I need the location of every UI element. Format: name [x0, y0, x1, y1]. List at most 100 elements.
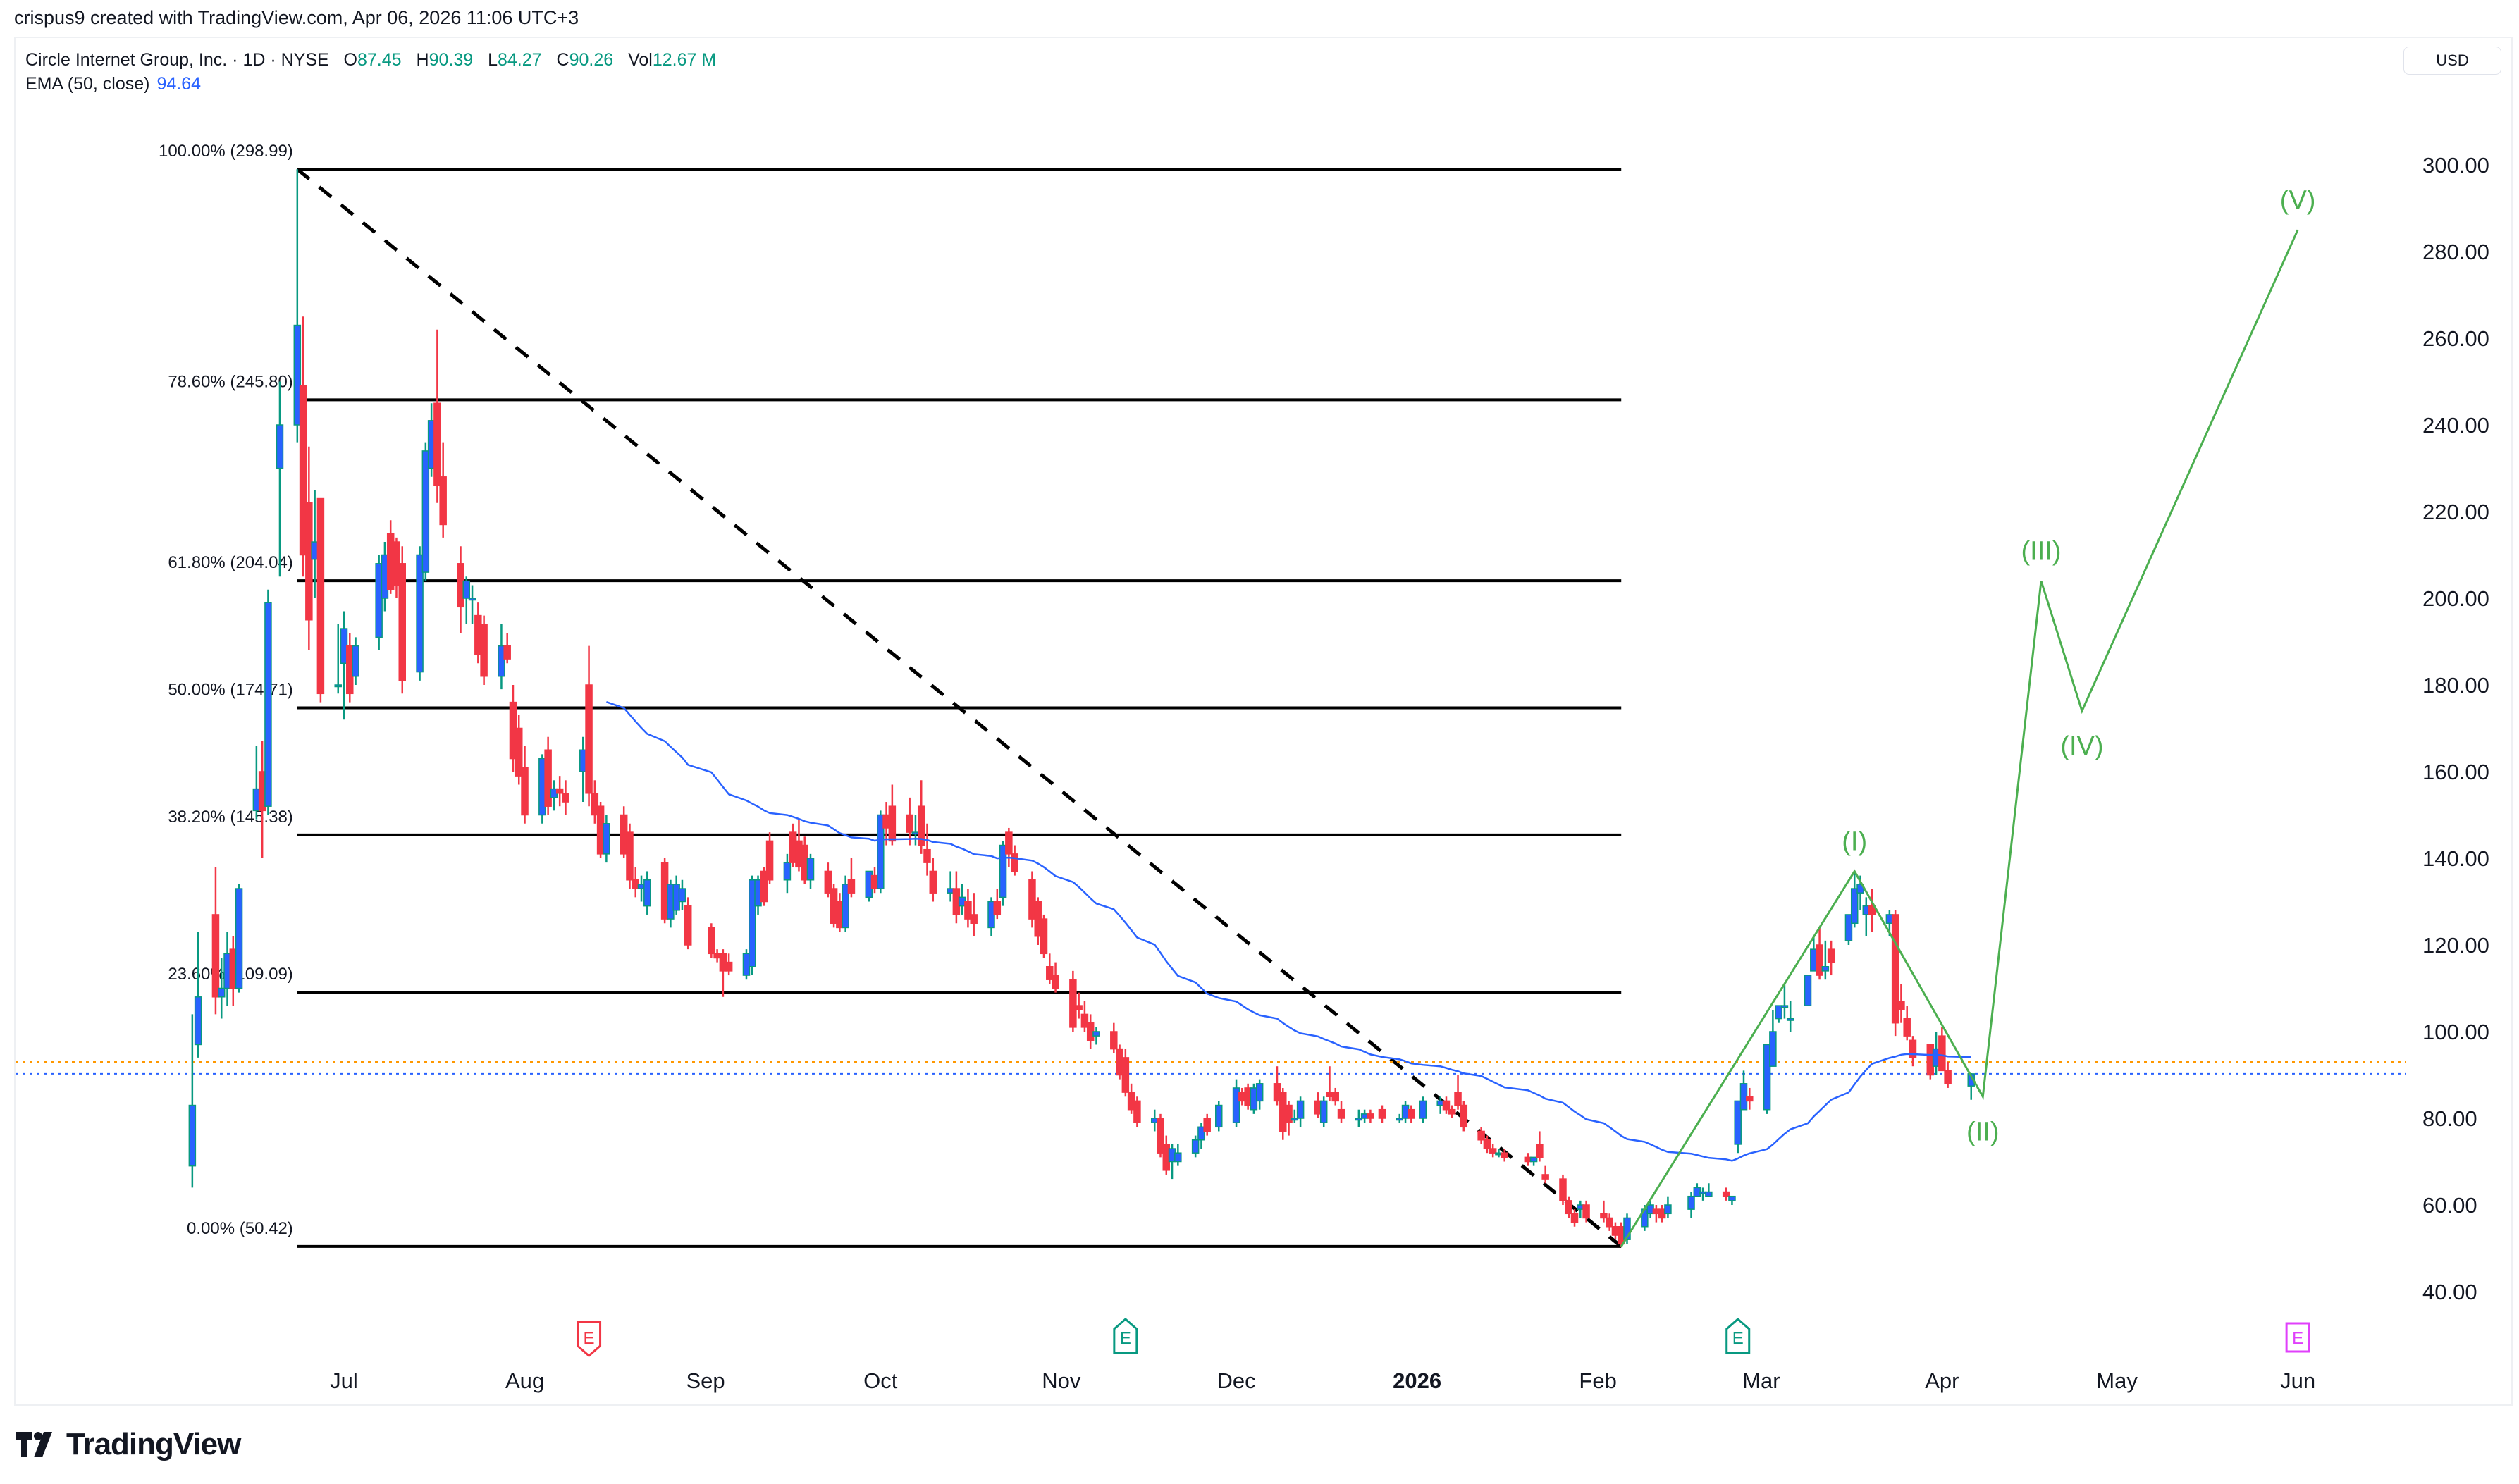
candle[interactable]: [1606, 1213, 1613, 1231]
candle[interactable]: [211, 867, 220, 1015]
earnings-marker-icon[interactable]: [2285, 1322, 2310, 1353]
candle[interactable]: [1483, 1135, 1491, 1154]
candle[interactable]: [498, 624, 505, 690]
candle[interactable]: [1722, 1187, 1730, 1201]
elliott-wave-line[interactable]: [1620, 229, 2299, 1247]
candle[interactable]: [993, 889, 1002, 920]
candle[interactable]: [1092, 1027, 1100, 1045]
candle[interactable]: [276, 381, 284, 577]
candle[interactable]: [1816, 927, 1823, 980]
candle[interactable]: [626, 823, 634, 889]
candle[interactable]: [264, 589, 272, 815]
candle[interactable]: [1075, 992, 1083, 1019]
candle[interactable]: [439, 442, 447, 538]
candle[interactable]: [1687, 1192, 1695, 1218]
candle[interactable]: [1040, 914, 1048, 958]
candle[interactable]: [643, 871, 651, 915]
candle[interactable]: [678, 879, 686, 910]
tradingview-logo[interactable]: TradingView: [16, 1427, 241, 1462]
candle[interactable]: [842, 875, 849, 932]
candle[interactable]: [999, 841, 1007, 906]
candle[interactable]: [806, 853, 815, 889]
candle[interactable]: [1080, 1001, 1089, 1032]
candle[interactable]: [1780, 984, 1789, 1019]
candle[interactable]: [480, 615, 488, 685]
candle[interactable]: [1775, 1005, 1782, 1023]
candle[interactable]: [299, 316, 307, 577]
candle[interactable]: [1197, 1123, 1205, 1149]
candle[interactable]: [1133, 1096, 1141, 1127]
candle[interactable]: [1868, 889, 1876, 932]
candle[interactable]: [684, 897, 692, 950]
candle[interactable]: [970, 893, 978, 936]
candle[interactable]: [1296, 1096, 1305, 1127]
candle[interactable]: [1367, 1109, 1374, 1123]
candle[interactable]: [964, 889, 972, 928]
candle[interactable]: [293, 169, 302, 443]
candle[interactable]: [585, 645, 593, 807]
candle[interactable]: [515, 715, 523, 785]
candle[interactable]: [421, 442, 430, 581]
candle[interactable]: [1763, 1044, 1771, 1114]
candle[interactable]: [1769, 1010, 1777, 1067]
candle[interactable]: [1232, 1079, 1240, 1127]
candle[interactable]: [1110, 1022, 1118, 1053]
candle[interactable]: [1529, 1156, 1538, 1166]
candle[interactable]: [1739, 1070, 1748, 1111]
candle[interactable]: [1285, 1101, 1293, 1136]
candle[interactable]: [1827, 940, 1835, 976]
candle[interactable]: [1454, 1075, 1462, 1110]
candle[interactable]: [1536, 1131, 1544, 1162]
candle[interactable]: [1850, 871, 1859, 928]
candle[interactable]: [1570, 1209, 1579, 1227]
candle[interactable]: [1489, 1144, 1497, 1158]
candle[interactable]: [1291, 1109, 1299, 1123]
candle[interactable]: [1891, 910, 1899, 1037]
candle[interactable]: [1477, 1127, 1485, 1144]
candle[interactable]: [1862, 897, 1871, 936]
candle[interactable]: [1419, 1096, 1427, 1123]
candle[interactable]: [1121, 1049, 1130, 1097]
candle[interactable]: [194, 932, 202, 1058]
candle[interactable]: [1203, 1113, 1211, 1136]
candle[interactable]: [1069, 970, 1077, 1032]
candle[interactable]: [1255, 1079, 1264, 1110]
candle[interactable]: [352, 637, 359, 685]
candle[interactable]: [708, 923, 715, 958]
candle[interactable]: [188, 1014, 197, 1188]
candle[interactable]: [719, 949, 727, 997]
candle[interactable]: [1728, 1195, 1736, 1205]
earnings-marker-icon[interactable]: [1725, 1318, 1751, 1354]
candle[interactable]: [334, 624, 342, 694]
candle[interactable]: [760, 867, 768, 906]
candle[interactable]: [521, 746, 529, 824]
earnings-marker-icon[interactable]: [1113, 1318, 1138, 1354]
candle[interactable]: [1319, 1096, 1328, 1127]
candle[interactable]: [1028, 871, 1036, 928]
candle[interactable]: [1460, 1101, 1468, 1132]
candle[interactable]: [1821, 940, 1830, 980]
candle[interactable]: [929, 858, 937, 902]
candle[interactable]: [1559, 1174, 1567, 1205]
candle[interactable]: [1786, 1001, 1794, 1032]
candle[interactable]: [503, 633, 511, 664]
candle[interactable]: [562, 780, 569, 815]
candle[interactable]: [468, 585, 476, 624]
candle[interactable]: [433, 329, 441, 503]
candle[interactable]: [1215, 1101, 1223, 1132]
candle[interactable]: [783, 853, 792, 894]
candle[interactable]: [1501, 1149, 1508, 1162]
candle[interactable]: [1938, 1027, 1946, 1072]
candle[interactable]: [316, 497, 325, 703]
candle[interactable]: [1157, 1113, 1164, 1158]
candle[interactable]: [917, 780, 925, 854]
candle[interactable]: [1693, 1183, 1701, 1197]
candle[interactable]: [1746, 1087, 1754, 1110]
candle[interactable]: [847, 858, 856, 898]
candle[interactable]: [906, 797, 913, 846]
candle[interactable]: [1337, 1101, 1345, 1123]
candle[interactable]: [555, 776, 564, 807]
candle[interactable]: [1046, 953, 1054, 984]
candle[interactable]: [1541, 1165, 1549, 1184]
